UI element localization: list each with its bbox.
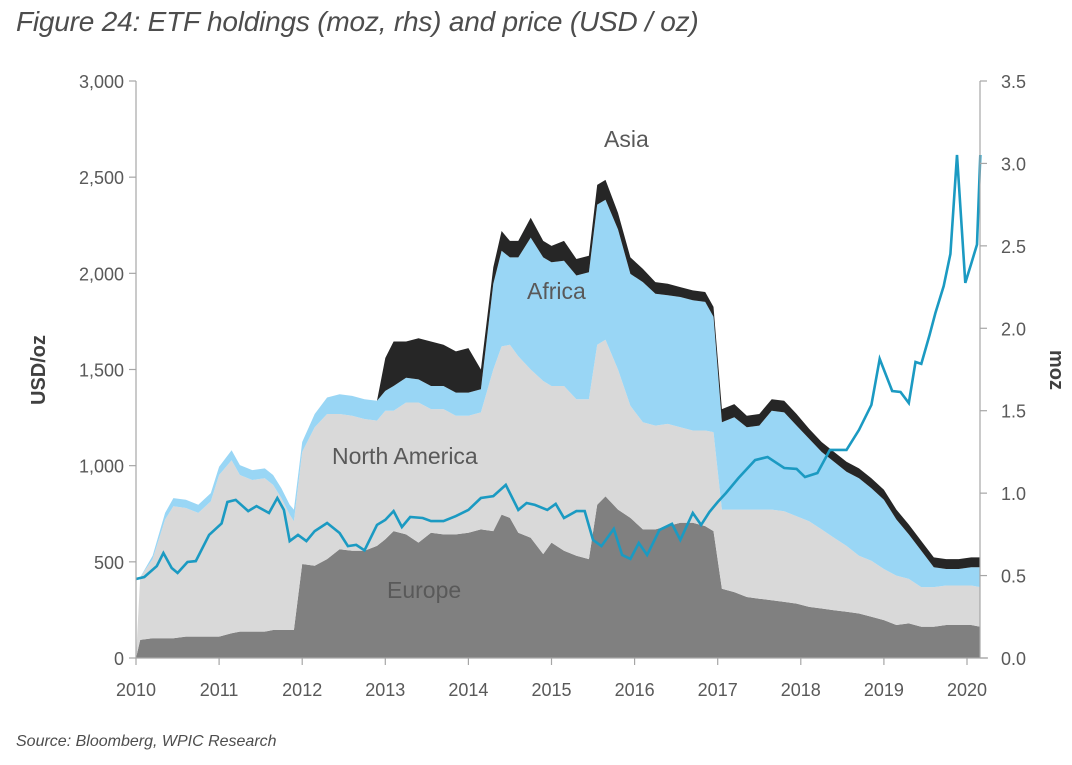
y-tick-label-left: 3,000 [79, 72, 124, 92]
area-north-america [136, 339, 981, 658]
y-tick-label-left: 0 [114, 649, 124, 669]
axes: 0 500 1,000 1,500 2,000 2,500 3,000 0.0 0.5 1.0 1.… [79, 72, 1026, 700]
label-europe: Europe [387, 577, 461, 603]
y-tick-label-right: 3.0 [1001, 154, 1026, 174]
chart: 0 500 1,000 1,500 2,000 2,500 3,000 0.0 0.5 1.0 1.… [28, 72, 1067, 700]
x-tick-label: 2011 [200, 680, 239, 700]
figure-title: Figure 24: ETF holdings (moz, rhs) and p… [16, 6, 699, 37]
x-tick-label: 2016 [615, 680, 655, 700]
area-africa [136, 199, 981, 658]
y-axis-title-left: USD/oz [28, 335, 50, 405]
y-tick-label-left: 1,500 [79, 361, 124, 381]
y-tick-label-right: 2.0 [1001, 319, 1026, 339]
x-tick-label: 2012 [282, 680, 322, 700]
x-tick-label: 2010 [116, 680, 156, 700]
y-tick-label-left: 500 [94, 553, 124, 573]
y-tick-label-right: 3.5 [1001, 72, 1026, 92]
y-tick-label-right: 2.5 [1001, 237, 1026, 257]
price-line-group [135, 154, 982, 581]
y-axis-title-right: moz [1045, 350, 1067, 390]
y-tick-label-left: 1,000 [79, 457, 124, 477]
stacked-areas [136, 179, 981, 658]
label-africa: Africa [527, 278, 586, 304]
x-tick-label: 2015 [531, 680, 571, 700]
y-tick-label-right: 1.0 [1001, 484, 1026, 504]
label-north-america: North America [332, 443, 478, 469]
x-tick-label: 2014 [448, 680, 488, 700]
x-tick-label: 2019 [864, 680, 904, 700]
y-tick-label-left: 2,000 [79, 264, 124, 284]
x-tick-label: 2020 [947, 680, 987, 700]
source-note: Source: Bloomberg, WPIC Research [16, 733, 277, 750]
y-tick-label-left: 2,500 [79, 168, 124, 188]
y-tick-label-right: 0.5 [1001, 567, 1026, 587]
label-asia: Asia [604, 126, 649, 152]
y-tick-label-right: 0.0 [1001, 649, 1026, 669]
price-line [135, 154, 982, 581]
area-europe [136, 496, 981, 658]
y-tick-label-right: 1.5 [1001, 402, 1026, 422]
x-tick-label: 2017 [698, 680, 738, 700]
x-tick-label: 2013 [365, 680, 405, 700]
x-tick-label: 2018 [781, 680, 821, 700]
